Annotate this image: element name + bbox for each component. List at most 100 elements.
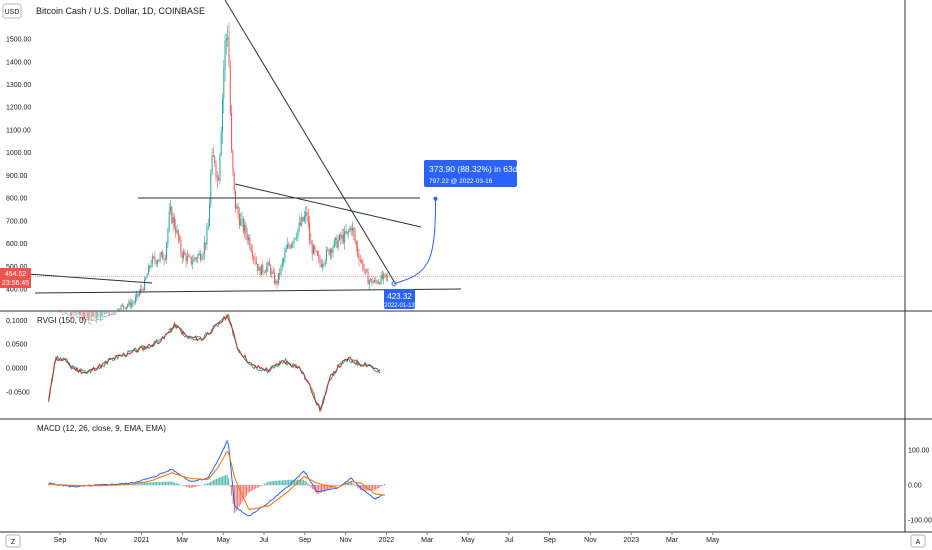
candle-body	[72, 315, 74, 317]
candle-body	[251, 251, 253, 257]
macd-histogram-bar	[244, 485, 246, 498]
macd-histogram-bar	[138, 483, 140, 486]
macd-histogram-bar	[150, 482, 152, 486]
candle-body	[355, 241, 357, 246]
macd-histogram-bar	[270, 481, 272, 486]
x-tick-label: Jul	[504, 537, 513, 544]
candle-body	[246, 234, 248, 241]
candle-body	[82, 319, 84, 321]
candle-body	[380, 274, 382, 284]
candle-body	[142, 289, 144, 291]
price-tick-label: 1200.00	[6, 105, 31, 112]
projection-curve[interactable]	[393, 198, 437, 285]
candle-body	[235, 190, 236, 209]
candle-body	[68, 314, 70, 316]
candle-body	[268, 262, 270, 266]
macd-histogram-bar	[303, 479, 305, 486]
target-label-line2: 797.22 @ 2022-03-16	[429, 178, 493, 185]
candle-body	[140, 288, 142, 293]
candle-body	[168, 211, 170, 230]
price-y-axis[interactable]: 1500.00 1400.00 1300.00 1200.00 1100.00 1000.…	[6, 37, 31, 294]
macd-line	[48, 439, 385, 517]
currency-badge[interactable]	[2, 3, 22, 19]
candle-body	[194, 257, 196, 259]
candle-body	[342, 234, 344, 243]
macd-histogram-bar	[369, 485, 371, 491]
candle-body	[271, 271, 273, 275]
target-label-box[interactable]	[424, 160, 517, 187]
candle-body	[298, 222, 300, 230]
macd-histogram-bar	[225, 475, 227, 486]
macd-histogram-bar	[171, 481, 173, 486]
macd-histogram-bar	[279, 480, 281, 486]
candle-body	[203, 242, 205, 254]
price-tick-label: 500.00	[6, 264, 28, 271]
candle-body	[371, 278, 373, 284]
candle-body	[151, 256, 153, 265]
macd-histogram-bar	[238, 485, 240, 507]
price-tick-label: 1500.00	[6, 37, 31, 44]
macd-histogram-bar	[141, 482, 143, 486]
macd-histogram-bar	[300, 479, 302, 486]
candle-body	[289, 246, 291, 248]
candle-body	[134, 297, 136, 303]
macd-histogram-bar	[169, 481, 171, 486]
candle-body	[233, 171, 235, 191]
macd-histogram-bar	[151, 482, 153, 486]
macd-histogram-bar	[334, 485, 336, 487]
candle-body	[270, 265, 272, 275]
origin-label-line2: 2022-01-13	[384, 303, 415, 309]
auto-scale-badge[interactable]	[910, 534, 926, 548]
auto-scale-badge-label: A	[916, 539, 921, 546]
macd-histogram-bar	[288, 479, 290, 486]
macd-histogram-bar	[312, 485, 314, 490]
macd-histogram-bar	[267, 482, 269, 486]
timezone-badge[interactable]	[5, 534, 21, 548]
macd-histogram-bar	[384, 484, 386, 486]
candle-body	[207, 226, 209, 230]
candle-body	[274, 272, 275, 284]
macd-histogram-bar	[351, 481, 353, 486]
macd-histogram-bar	[220, 476, 222, 486]
candle-body	[145, 277, 147, 280]
candle-body	[277, 272, 279, 284]
candle-body	[189, 256, 191, 258]
macd-histogram-bar	[316, 485, 318, 495]
rvgi-y-axis[interactable]: 0.1000 0.0500 0.0000 -0.0500	[6, 318, 30, 397]
candle-body	[253, 256, 255, 258]
candle-body	[309, 222, 311, 240]
trendline[interactable]	[224, 0, 396, 284]
rvgi-signal-line	[48, 313, 381, 412]
candle-body	[323, 263, 325, 265]
trendline-drawings[interactable]	[0, 0, 905, 294]
candle-body	[322, 264, 324, 267]
macd-histogram-bar	[235, 485, 237, 512]
candle-body	[225, 38, 227, 41]
candle-body	[154, 256, 156, 261]
candle-body	[379, 282, 381, 284]
candle-body	[64, 312, 66, 314]
candle-body	[62, 313, 64, 315]
candle-body	[66, 312, 67, 314]
macd-histogram-bar	[301, 479, 303, 486]
macd-histogram-bar	[243, 485, 245, 500]
macd-histogram-bar	[52, 484, 54, 486]
candle-body	[115, 313, 117, 315]
candle-body	[132, 303, 134, 305]
time-axis[interactable]: Sep Nov 2021 Mar May Jul Sep Nov 2022 Mar May Jul Se…	[54, 532, 720, 544]
trendline[interactable]	[234, 183, 422, 228]
origin-label-box[interactable]	[384, 289, 415, 309]
macd-histogram-bar	[340, 484, 342, 486]
candle-body	[280, 265, 282, 275]
x-tick-label: Sep	[543, 537, 556, 544]
macd-histogram-bar	[193, 485, 195, 488]
candle-body	[218, 178, 220, 181]
candle-body	[116, 309, 118, 311]
macd-histogram-bar	[259, 485, 261, 487]
macd-y-axis[interactable]: 100.00 0.00 -100.00	[908, 448, 932, 525]
candle-body	[244, 224, 246, 232]
candle-body	[103, 316, 105, 317]
candle-body	[281, 261, 283, 266]
macd-histogram	[48, 474, 386, 513]
